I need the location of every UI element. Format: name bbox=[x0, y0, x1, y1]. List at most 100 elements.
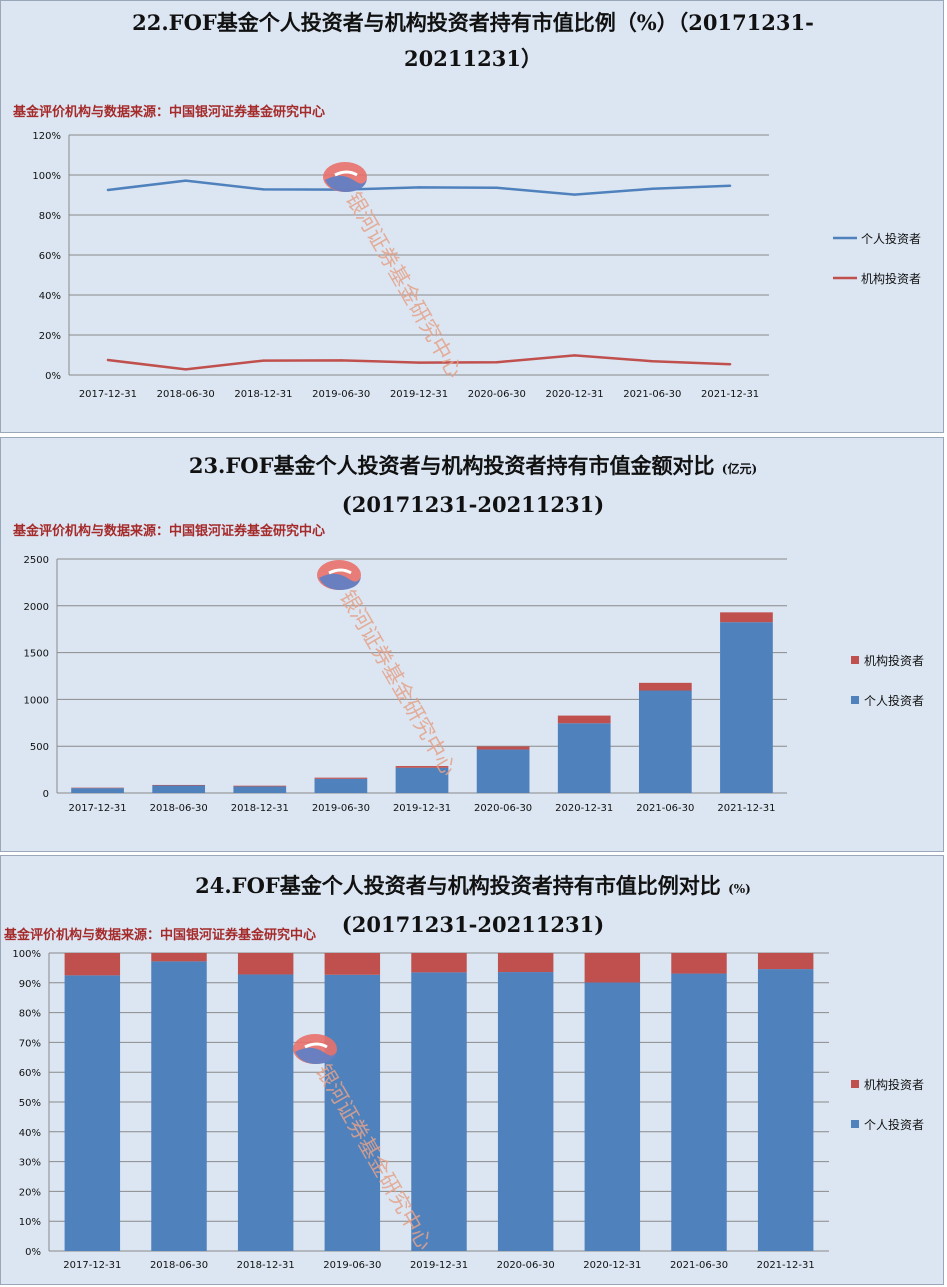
legend-swatch bbox=[851, 656, 859, 664]
data-point bbox=[340, 359, 343, 362]
bar-segment bbox=[476, 746, 530, 750]
chart-title-unit: (%) bbox=[728, 882, 751, 896]
data-point bbox=[651, 187, 654, 190]
x-tick-label: 2018-12-31 bbox=[231, 803, 289, 814]
y-tick-label: 80% bbox=[39, 211, 61, 222]
y-tick-label: 10% bbox=[19, 1217, 41, 1228]
y-tick-label: 100% bbox=[12, 949, 41, 960]
bar-segment bbox=[720, 612, 773, 623]
data-point bbox=[651, 360, 654, 363]
data-point bbox=[417, 361, 421, 364]
x-tick-label: 2019-12-31 bbox=[393, 803, 451, 814]
chart-panel-ratio-bar: 24.FOF基金个人投资者与机构投资者持有市值比例对比 (%) (2017123… bbox=[0, 855, 944, 1285]
y-tick-label: 20% bbox=[39, 331, 61, 342]
x-tick-label: 2018-12-31 bbox=[237, 1260, 295, 1271]
x-tick-label: 2017-12-31 bbox=[63, 1260, 121, 1271]
bar-segment bbox=[233, 786, 287, 793]
legend-swatch bbox=[851, 1080, 859, 1088]
y-tick-label: 40% bbox=[19, 1128, 41, 1139]
x-tick-label: 2017-12-31 bbox=[68, 803, 126, 814]
bar-segment bbox=[237, 953, 294, 975]
y-tick-label: 60% bbox=[39, 251, 61, 262]
bar-segment bbox=[411, 953, 467, 973]
y-tick-label: 120% bbox=[32, 131, 61, 142]
x-tick-label: 2020-12-31 bbox=[583, 1260, 641, 1271]
bar-segment bbox=[584, 982, 641, 1251]
data-point bbox=[262, 359, 265, 362]
chart-title-line1: 24.FOF基金个人投资者与机构投资者持有市值比例对比 bbox=[195, 873, 721, 898]
y-tick-label: 80% bbox=[19, 1009, 41, 1020]
bar-segment bbox=[151, 961, 207, 1251]
data-point bbox=[728, 363, 732, 366]
chart-title-line1: 23.FOF基金个人投资者与机构投资者持有市值金额对比 bbox=[188, 453, 715, 478]
x-tick-label: 2018-12-31 bbox=[234, 389, 292, 400]
data-point bbox=[495, 186, 498, 189]
bar-segment bbox=[324, 953, 381, 975]
source-label: 基金评价机构与数据来源：中国银河证券基金研究中心 bbox=[13, 105, 326, 120]
watermark-logo-icon bbox=[317, 560, 361, 590]
y-tick-label: 30% bbox=[19, 1158, 41, 1169]
legend-label: 个人投资者 bbox=[864, 1117, 924, 1132]
chart-title-unit: (亿元) bbox=[721, 462, 758, 476]
x-tick-label: 2021-06-30 bbox=[670, 1260, 728, 1271]
line-chart: 0% 20% 40% 60% 80% 100% 120% 2017-12-31 2018-06-… bbox=[32, 131, 921, 400]
x-tick-label: 2021-12-31 bbox=[757, 1260, 815, 1271]
x-tick-label: 2019-12-31 bbox=[390, 389, 448, 400]
bar-segment bbox=[152, 785, 206, 793]
y-tick-label: 50% bbox=[19, 1098, 41, 1109]
data-point bbox=[573, 354, 576, 357]
y-tick-label: 2500 bbox=[24, 555, 49, 566]
y-tick-label: 70% bbox=[19, 1038, 41, 1049]
chart-title-line1-wrap: 23.FOF基金个人投资者与机构投资者持有市值金额对比 (亿元) bbox=[1, 448, 945, 487]
bar-segment bbox=[497, 953, 554, 973]
bar-segment bbox=[314, 777, 368, 779]
x-tick-label: 2019-06-30 bbox=[323, 1260, 381, 1271]
legend-swatch bbox=[851, 696, 859, 704]
x-tick-label: 2019-12-31 bbox=[410, 1260, 468, 1271]
y-tick-label: 500 bbox=[30, 742, 49, 753]
bar-segment bbox=[720, 622, 773, 793]
y-tick-label: 100% bbox=[32, 171, 61, 182]
bar-segment bbox=[71, 788, 124, 793]
data-point bbox=[106, 358, 110, 362]
bar-segment bbox=[395, 766, 449, 768]
y-tick-label: 1000 bbox=[24, 695, 49, 706]
source-label: 基金评价机构与数据来源：中国银河证券基金研究中心 bbox=[13, 524, 326, 539]
bar-segment bbox=[64, 953, 121, 976]
stacked-bar-chart-amount: 0 500 1000 1500 2000 2500 2017-12-31 2018-06-30… bbox=[24, 555, 924, 814]
x-tick-label: 2021-12-31 bbox=[717, 803, 775, 814]
watermark-logo-icon bbox=[323, 162, 367, 192]
y-tick-label: 60% bbox=[19, 1068, 41, 1079]
chart-title-line2: (20171231-20211231) bbox=[341, 492, 605, 517]
legend-label: 个人投资者 bbox=[864, 693, 924, 708]
x-tick-label: 2018-06-30 bbox=[150, 803, 208, 814]
y-tick-label: 2000 bbox=[24, 602, 49, 613]
y-tick-label: 40% bbox=[39, 291, 61, 302]
bar-segment bbox=[151, 953, 207, 962]
x-tick-label: 2019-06-30 bbox=[312, 803, 370, 814]
bar-segment bbox=[671, 953, 727, 974]
data-point bbox=[262, 188, 265, 191]
watermark: 银河证券基金研究中心 bbox=[323, 162, 467, 382]
bar-segment bbox=[757, 953, 814, 970]
chart-title-line2: (20171231-20211231) bbox=[341, 912, 605, 937]
bar-segment bbox=[638, 682, 692, 691]
chart-title: 22.FOF基金个人投资者与机构投资者持有市值比例（%）（20171231- 2… bbox=[1, 5, 945, 77]
watermark-text: 银河证券基金研究中心 bbox=[341, 188, 467, 382]
x-tick-label: 2020-12-31 bbox=[555, 803, 613, 814]
bar-segment bbox=[314, 778, 368, 793]
bar-segment bbox=[497, 972, 554, 1251]
bar-segment bbox=[757, 969, 814, 1251]
x-tick-label: 2017-12-31 bbox=[79, 389, 137, 400]
bar-segment bbox=[411, 972, 467, 1251]
data-point bbox=[106, 188, 110, 192]
stacked-bar-chart-ratio: 0% 10% 20% 30% 40% 50% 60% 70% 80% 90% 100% 2017-12… bbox=[12, 949, 924, 1271]
legend-label: 机构投资者 bbox=[861, 271, 921, 286]
data-point bbox=[573, 193, 576, 196]
bar-segment bbox=[557, 723, 611, 793]
x-tick-label: 2021-12-31 bbox=[701, 389, 759, 400]
bar-segment bbox=[64, 975, 121, 1251]
legend-swatch bbox=[851, 1120, 859, 1128]
bar-segment bbox=[557, 715, 611, 724]
chart-title: 23.FOF基金个人投资者与机构投资者持有市值金额对比 (亿元) (201712… bbox=[1, 448, 945, 523]
